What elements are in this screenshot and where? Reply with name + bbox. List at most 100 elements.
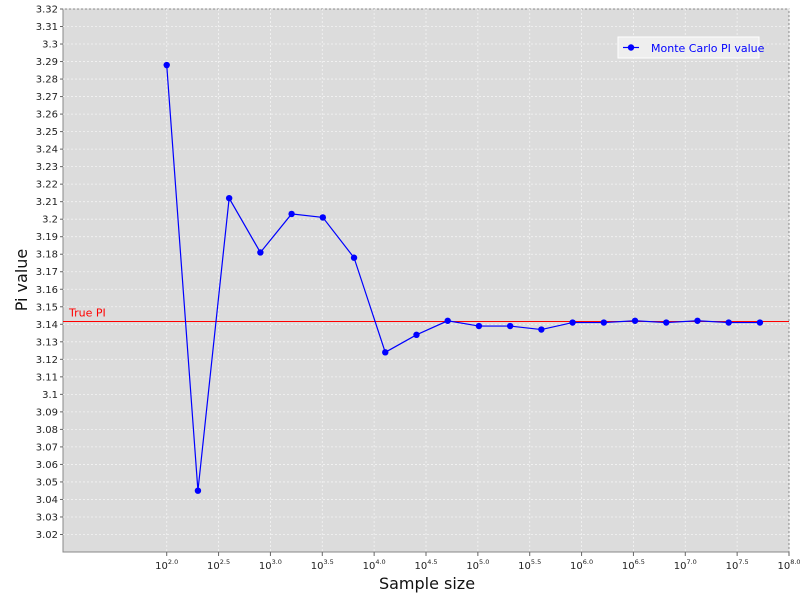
x-axis-title: Sample size bbox=[379, 574, 475, 593]
y-tick-label: 3.12 bbox=[36, 355, 58, 366]
y-tick-label: 3.23 bbox=[36, 162, 58, 173]
true-pi-label: True PI bbox=[68, 307, 106, 320]
y-tick-label: 3.13 bbox=[36, 337, 58, 348]
data-point bbox=[413, 331, 420, 338]
y-tick-label: 3.22 bbox=[36, 180, 58, 191]
y-tick-label: 3.31 bbox=[36, 22, 58, 33]
x-tick-exponent: 6.0 bbox=[583, 558, 593, 566]
data-point bbox=[663, 319, 670, 326]
x-tick-label: 107.5 bbox=[726, 558, 749, 572]
x-tick-label: 102.0 bbox=[155, 558, 178, 572]
data-point bbox=[444, 317, 451, 324]
y-tick-label: 3.1 bbox=[42, 390, 58, 401]
x-tick-label: 107.0 bbox=[674, 558, 697, 572]
data-point bbox=[288, 210, 295, 218]
x-tick-base: 10 bbox=[259, 561, 272, 572]
legend-marker bbox=[627, 44, 635, 51]
y-tick-label: 3.29 bbox=[36, 57, 58, 68]
y-tick-label: 3.28 bbox=[36, 75, 58, 86]
axes: 3.02 3.03 3.04 3.05 3.06 3.07 3.08 3.09 3.1 3.11 3… bbox=[36, 5, 800, 573]
x-tick-exponent: 2.5 bbox=[220, 558, 230, 566]
data-point bbox=[225, 194, 233, 202]
series-line bbox=[166, 65, 760, 491]
x-tick-label: 106.5 bbox=[622, 558, 645, 572]
y-tick-label: 3.08 bbox=[36, 425, 58, 436]
data-point bbox=[756, 319, 764, 326]
x-tick-label: 104.0 bbox=[363, 558, 386, 572]
y-tick-label: 3.07 bbox=[36, 442, 58, 453]
y-tick-label: 3.24 bbox=[36, 145, 58, 156]
y-tick-label: 3.21 bbox=[36, 197, 58, 208]
y-tick-label: 3.05 bbox=[36, 477, 58, 488]
x-tick-exponent: 2.0 bbox=[168, 558, 178, 566]
x-tick-base: 10 bbox=[207, 561, 220, 572]
x-tick-base: 10 bbox=[674, 561, 687, 572]
x-tick-label: 106.0 bbox=[570, 558, 593, 572]
x-tick-label: 102.5 bbox=[207, 558, 230, 572]
x-tick-base: 10 bbox=[726, 561, 739, 572]
data-point bbox=[257, 249, 264, 256]
y-tick-label: 3.18 bbox=[36, 250, 58, 261]
data-point bbox=[538, 326, 545, 333]
x-tick-exponent: 5.0 bbox=[479, 558, 489, 566]
x-tick-base: 10 bbox=[518, 561, 531, 572]
data-point bbox=[319, 214, 327, 221]
x-tick-label: 103.0 bbox=[259, 558, 282, 572]
y-tick-label: 3.02 bbox=[36, 530, 58, 541]
data-point bbox=[631, 317, 639, 324]
y-tick-label: 3.26 bbox=[36, 110, 58, 121]
x-tick-label: 105.0 bbox=[466, 558, 489, 572]
y-tick-label: 3.11 bbox=[36, 372, 58, 383]
data-point bbox=[475, 322, 483, 330]
x-tick-exponent: 3.5 bbox=[323, 558, 333, 566]
y-tick-label: 3.25 bbox=[36, 127, 58, 138]
x-tick-exponent: 7.5 bbox=[738, 558, 748, 566]
y-tick-label: 3.06 bbox=[36, 460, 58, 471]
x-tick-exponent: 6.5 bbox=[635, 558, 645, 566]
data-point bbox=[725, 319, 732, 326]
x-tick-exponent: 7.0 bbox=[686, 558, 696, 566]
x-tick-exponent: 5.5 bbox=[531, 558, 541, 566]
x-tick-label: 104.5 bbox=[414, 558, 437, 572]
legend-box bbox=[617, 36, 760, 59]
y-tick-label: 3.27 bbox=[36, 92, 58, 103]
data-point bbox=[506, 322, 514, 330]
x-tick-base: 10 bbox=[155, 561, 168, 572]
y-tick-label: 3.32 bbox=[36, 5, 58, 16]
legend: Monte Carlo PI value bbox=[617, 36, 765, 59]
x-tick-label: 103.5 bbox=[311, 558, 334, 572]
y-tick-label: 3.3 bbox=[42, 40, 58, 51]
y-tick-label: 3.16 bbox=[36, 285, 58, 296]
y-tick-label: 3.04 bbox=[36, 495, 58, 506]
x-tick-label: 105.5 bbox=[518, 558, 541, 572]
y-axis-title: Pi value bbox=[12, 249, 31, 312]
x-tick-exponent: 3.0 bbox=[272, 558, 282, 566]
data-point bbox=[163, 61, 170, 69]
data-point bbox=[600, 319, 608, 326]
gridlines bbox=[63, 8, 790, 552]
y-tick-label: 3.09 bbox=[36, 407, 58, 418]
x-tick-base: 10 bbox=[777, 561, 790, 572]
data-point bbox=[569, 319, 576, 326]
y-tick-label: 3.03 bbox=[36, 512, 58, 523]
x-tick-exponent: 4.0 bbox=[375, 558, 385, 566]
x-tick-base: 10 bbox=[363, 561, 376, 572]
data-point bbox=[194, 487, 202, 494]
x-tick-exponent: 8.0 bbox=[790, 558, 800, 566]
x-tick-label: 108.0 bbox=[777, 558, 800, 572]
data-point bbox=[694, 317, 701, 324]
x-tick-base: 10 bbox=[466, 561, 479, 572]
x-tick-exponent: 4.5 bbox=[427, 558, 437, 566]
y-tick-label: 3.19 bbox=[36, 232, 58, 243]
data-point bbox=[382, 349, 389, 356]
x-tick-base: 10 bbox=[311, 561, 324, 572]
x-tick-base: 10 bbox=[570, 561, 583, 572]
y-tick-label: 3.14 bbox=[36, 320, 58, 331]
y-tick-label: 3.15 bbox=[36, 302, 58, 313]
y-tick-label: 3.2 bbox=[42, 215, 58, 226]
series-layer bbox=[163, 61, 764, 494]
x-tick-base: 10 bbox=[622, 561, 635, 572]
legend-label: Monte Carlo PI value bbox=[651, 42, 765, 55]
